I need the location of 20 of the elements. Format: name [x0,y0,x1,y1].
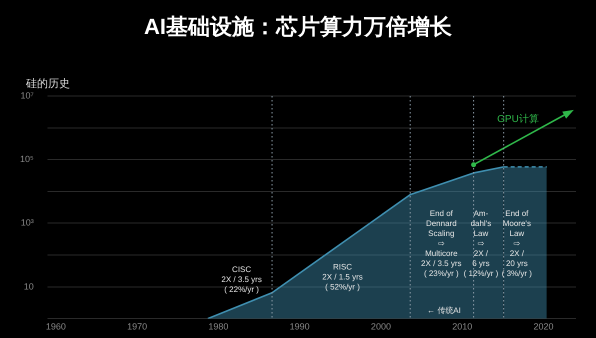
legend-label: GPU计算 [497,112,539,125]
chart-title: AI基础设施：芯片算力万倍增长 [144,14,453,40]
y-tick-label: 10⁵ [20,154,34,164]
annotation: ← 传统AI [427,306,461,316]
x-tick-label: 1990 [290,321,310,332]
x-tick-label: 1970 [127,321,148,332]
annotation: CISC 2X / 3.5 yrs ( 22%/yr ) [221,264,262,294]
x-tick-label: 2000 [370,321,391,332]
annotation: End of Moore's Law ⇨ 2X / 20 yrs ( 3%/yr ) [502,209,532,278]
y-axis-title: 硅的历史 [25,77,70,90]
y-tick-label: 10⁷ [20,90,34,100]
x-tick-label: 1980 [208,321,228,332]
x-tick-label: 2010 [452,321,472,332]
annotation: End of Dennard Scaling ⇨ Multicore 2X / 3.5 yrs ( 23%/yr ) [421,209,462,278]
annotation: Am- dahl's Law ⇨ 2X / 6 yrs ( 12%/yr ) [464,209,499,278]
y-tick-label: 10³ [20,218,34,228]
x-tick-label: 2020 [533,321,554,332]
y-tick-label: 10 [24,281,34,292]
annotation: RISC 2X / 1.5 yrs ( 52%/yr ) [322,262,363,292]
x-tick-label: 1960 [46,321,66,332]
